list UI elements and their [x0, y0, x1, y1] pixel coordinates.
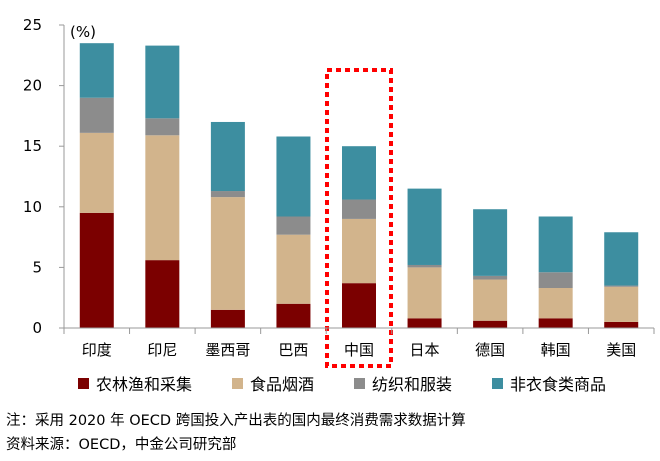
bar-segment — [276, 234, 311, 304]
bar-segment — [604, 232, 639, 286]
legend-swatch — [78, 377, 89, 389]
bar-segment — [342, 199, 376, 219]
y-tick-label: 10 — [23, 198, 42, 216]
bar-segment — [210, 121, 245, 192]
bar-segment — [407, 188, 442, 265]
footnote: 注：采用 2020 年 OECD 跨国投入产出表的国内最终消费需求数据计算 — [6, 413, 466, 429]
y-tick-label: 5 — [32, 258, 42, 276]
bar-segment — [342, 283, 376, 328]
x-category-label: 德国 — [475, 341, 505, 359]
x-category-label: 印度 — [82, 341, 112, 359]
bar-segment — [473, 275, 508, 280]
bar-segment — [407, 264, 442, 268]
y-tick-label: 0 — [32, 319, 42, 337]
x-category-label: 美国 — [606, 341, 636, 359]
x-category-label: 墨西哥 — [205, 341, 250, 359]
bar-segment — [538, 216, 573, 273]
bar-segment — [473, 279, 508, 321]
bar-segment — [210, 191, 245, 198]
legend-item-agriculture: 农林渔和采集 — [78, 371, 192, 395]
bar-segment — [210, 197, 245, 310]
bar-segment — [538, 288, 573, 319]
highlight-box — [325, 68, 393, 368]
bar-segment — [145, 118, 180, 136]
y-tick-label: 25 — [23, 16, 42, 34]
x-category-label: 印尼 — [147, 341, 177, 359]
bar-segment — [79, 212, 114, 328]
stacked-bar-chart: 0 5 10 15 20 25 印度 印尼 墨西哥 巴西 中国 日本 德国 韩国 美国 (%) — [23, 16, 655, 368]
legend-label: 食品烟酒 — [250, 375, 315, 394]
bar-segment — [342, 218, 376, 284]
bar-segment — [276, 216, 311, 235]
legend-label: 非衣食类商品 — [510, 375, 607, 394]
bar-segment — [407, 318, 442, 328]
bar-segment — [604, 286, 639, 322]
x-axis: 印度 印尼 墨西哥 巴西 中国 日本 德国 韩国 美国 — [63, 327, 655, 359]
legend: 农林渔和采集 食品烟酒 纺织和服装 非衣食类商品 — [78, 371, 646, 395]
bar-segment — [79, 132, 114, 213]
bar-segment — [473, 209, 508, 276]
bar-segment — [538, 272, 573, 289]
bar-segment — [276, 136, 311, 217]
legend-item-textiles-clothing: 纺织和服装 — [354, 371, 452, 395]
legend-item-non-food-clothing-goods: 非衣食类商品 — [492, 371, 606, 395]
legend-swatch — [354, 377, 366, 389]
bar-segment — [145, 135, 180, 261]
bar-segment — [604, 321, 639, 328]
legend-label: 纺织和服装 — [372, 375, 453, 394]
y-axis: 0 5 10 15 20 25 — [23, 16, 65, 337]
bar-segment — [473, 320, 508, 328]
bar-plot-area — [79, 43, 639, 368]
bar-segment — [604, 285, 639, 287]
y-tick-label: 15 — [23, 137, 42, 155]
bar-segment — [210, 309, 245, 328]
bar-segment — [145, 45, 180, 119]
legend-swatch — [232, 377, 244, 389]
y-unit-label: (%) — [70, 23, 96, 41]
x-category-label: 韩国 — [541, 341, 571, 359]
legend-item-food-tobacco-alcohol: 食品烟酒 — [232, 371, 314, 395]
legend-swatch — [492, 377, 504, 389]
bar-segment — [79, 43, 114, 98]
bar-segment — [538, 318, 573, 328]
legend-label: 农林渔和采集 — [96, 375, 193, 394]
x-category-label: 巴西 — [278, 341, 308, 359]
bar-segment — [276, 303, 311, 328]
x-category-label: 日本 — [410, 341, 440, 359]
bar-segment — [342, 146, 376, 200]
source-note: 资料来源：OECD，中金公司研究部 — [6, 437, 237, 453]
bar-segment — [145, 260, 180, 328]
bar-segment — [407, 267, 442, 319]
x-category-label: 中国 — [344, 341, 374, 359]
y-tick-label: 20 — [23, 77, 42, 95]
bar-segment — [79, 97, 114, 133]
